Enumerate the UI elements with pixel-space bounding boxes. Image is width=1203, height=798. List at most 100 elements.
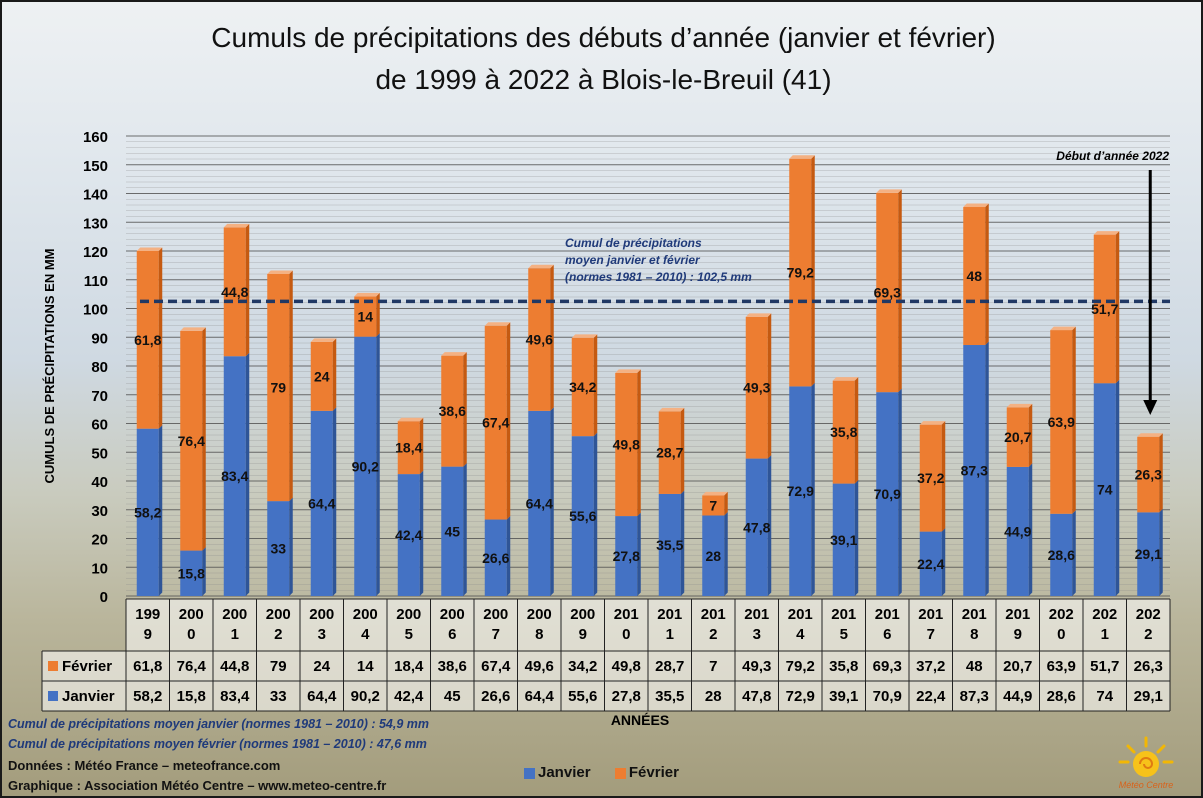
bar-janvier [223,356,246,596]
bar-top-face [702,491,728,496]
bar-top-face [441,352,467,356]
bar-fevrier-side [811,155,815,387]
table-cell-fevrier: 26,3 [1134,658,1163,675]
data-label-janvier: 44,9 [1004,523,1031,539]
table-cell-janvier: 22,4 [916,688,946,705]
table-cell-fevrier: 18,4 [394,658,424,675]
table-cell-janvier: 44,9 [1003,688,1032,705]
bar-fevrier-side [724,491,728,516]
data-label-janvier: 29,1 [1135,546,1162,562]
bar-janvier [702,515,725,596]
table-cell-janvier: 39,1 [829,688,858,705]
data-label-janvier: 35,5 [656,537,683,553]
x-tick-label: 201 [788,606,813,623]
data-label-fevrier: 38,6 [439,403,466,419]
bar-fevrier-side [593,334,598,437]
data-label-fevrier: 49,6 [526,332,553,348]
bar-janvier-side [680,490,685,596]
bar-fevrier-side [898,189,902,393]
note-feb-mean: Cumul de précipitations moyen février (n… [8,737,427,751]
table-cell-fevrier: 37,2 [916,658,945,675]
note-jan-mean: Cumul de précipitations moyen janvier (n… [8,717,429,731]
table-cell-janvier: 72,9 [786,688,815,705]
meteo-centre-logo: Météo Centre [1114,732,1178,792]
x-tick-label: 7 [492,626,500,643]
table-cell-janvier: 64,4 [525,688,555,705]
data-label-janvier: 28,6 [1048,547,1075,563]
x-tick-label: 202 [1049,606,1074,623]
bar-fevrier [267,274,290,502]
legend-swatch-janvier [524,767,535,779]
data-label-fevrier: 14 [357,309,373,325]
table-cell-fevrier: 34,2 [568,658,597,675]
y-tick-label: 130 [83,215,108,232]
bar-fevrier-side [941,421,946,532]
data-label-fevrier: 69,3 [874,285,901,301]
x-tick-label: 200 [570,606,595,623]
chart-legend: Janvier Février [524,764,679,781]
data-label-fevrier: 51,7 [1091,301,1118,317]
bar-fevrier-side [463,352,467,467]
bar-fevrier-side [158,247,163,429]
normal-line-annotation: Cumul de précipitations [565,236,702,250]
bar-top-face [180,327,206,331]
bar-janvier-side [245,352,250,596]
x-tick-label: 9 [1014,626,1022,643]
data-label-fevrier: 35,8 [830,424,857,440]
data-label-janvier: 45 [444,523,460,539]
bar-janvier-side [985,341,989,596]
table-cell-fevrier: 49,3 [742,658,771,675]
table-cell-fevrier: 48 [966,658,983,675]
table-cell-janvier: 58,2 [133,688,162,705]
bar-fevrier [223,227,246,357]
x-tick-label: 201 [831,606,856,623]
y-tick-label: 120 [83,244,108,261]
data-label-fevrier: 49,3 [743,380,770,396]
x-tick-label: 2 [709,626,717,643]
x-tick-label: 201 [962,606,987,623]
normal-line-annotation: (normes 1981 – 2010) : 102,5 mm [565,270,752,284]
table-cell-janvier: 26,6 [481,688,510,705]
bar-fevrier-side [1115,231,1120,384]
bar-janvier-side [1159,508,1163,596]
bar-fevrier [1093,234,1116,384]
bar-janvier [528,410,551,596]
x-tick-label: 200 [222,606,247,623]
data-label-fevrier: 48 [966,268,982,284]
bar-janvier [1137,512,1160,596]
bar-top-face [745,313,772,317]
graph-credit: Graphique : Association Météo Centre – w… [8,778,387,793]
x-tick-label: 201 [744,606,769,623]
y-tick-label: 50 [91,445,108,462]
data-label-janvier: 39,1 [830,532,857,548]
bar-fevrier-side [1072,326,1076,514]
data-label-janvier: 26,6 [482,550,509,566]
bar-top-face [963,203,989,208]
bar-janvier-side [332,407,337,596]
debut-annee-annotation: Début d’année 2022 [1056,149,1169,163]
bar-janvier [354,336,377,596]
bar-fevrier [1050,330,1073,514]
bar-janvier [1093,383,1116,596]
table-cell-janvier: 83,4 [220,688,250,705]
bar-top-face [354,292,380,297]
y-tick-label: 60 [91,417,108,434]
bar-janvier [136,428,159,596]
table-cell-janvier: 47,8 [742,688,771,705]
data-label-janvier: 74 [1097,482,1113,498]
bar-janvier [397,474,420,596]
x-tick-label: 1 [1101,626,1109,643]
bar-fevrier [832,380,855,484]
data-label-fevrier: 28,7 [656,445,683,461]
svg-text:Météo Centre: Météo Centre [1119,780,1174,790]
data-label-janvier: 22,4 [917,556,944,572]
bar-janvier [615,516,638,596]
data-label-janvier: 64,4 [526,495,553,511]
bar-janvier-side [898,388,902,596]
data-label-fevrier: 24 [314,368,330,384]
table-cell-janvier: 45 [444,688,461,705]
table-cell-janvier: 42,4 [394,688,424,705]
bar-top-face [136,247,163,251]
bar-top-face [658,407,685,412]
